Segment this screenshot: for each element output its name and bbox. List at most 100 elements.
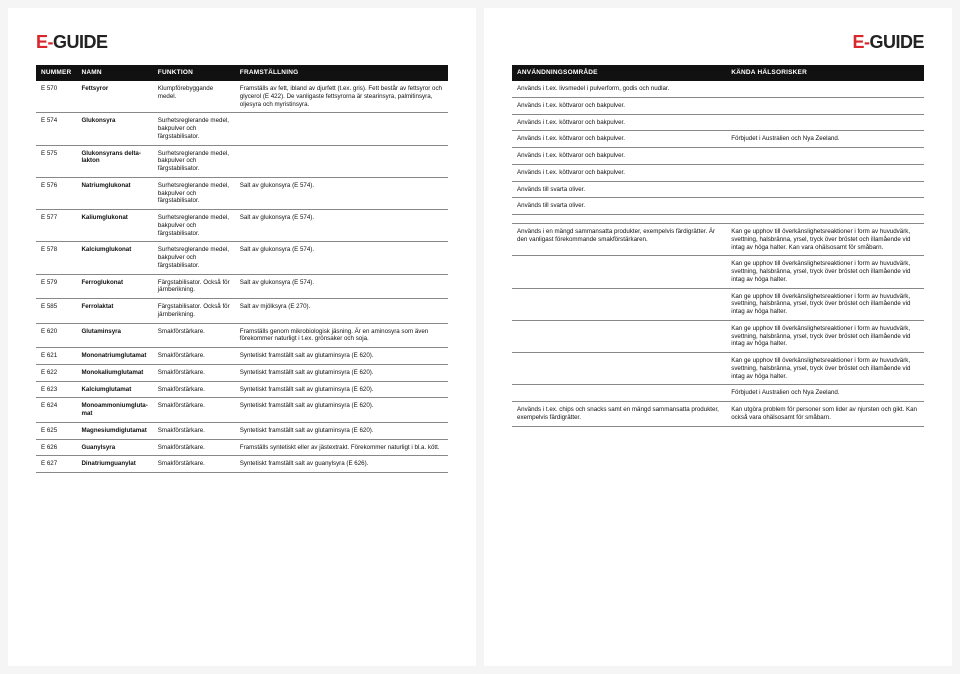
- cell-framstallning: Syntetiskt framställt salt av gluta­mins…: [235, 348, 448, 365]
- additives-table-left: NUMMER NAMN FUNKTION FRAMSTÄLLNING E 570…: [36, 65, 448, 473]
- table-row: E 577KaliumglukonatSurhetsreglerande med…: [36, 210, 448, 242]
- cell-framstallning: Framställs genom mikrobiologisk jäsning.…: [235, 323, 448, 348]
- table-row: E 620GlutaminsyraSmakförstärkare.Framstä…: [36, 323, 448, 348]
- cell-nummer: E 624: [36, 398, 76, 423]
- col-framstallning: FRAMSTÄLLNING: [235, 65, 448, 81]
- table-row: E 626GuanylsyraSmakförstärkare.Framställ…: [36, 439, 448, 456]
- cell-funktion: Färgstabilisator. Också för järnberiknin…: [153, 274, 235, 299]
- cell-halsorisker: Kan ge upphov till överkänslighetsreakti…: [726, 288, 924, 320]
- cell-anvandning: Används i t.ex. chips och snacks samt en…: [512, 402, 726, 427]
- table-row: Används i t.ex. köttvaror och bakpulver.: [512, 114, 924, 131]
- cell-framstallning: [235, 113, 448, 145]
- cell-framstallning: Framställs av fett, ibland av djurfett (…: [235, 81, 448, 113]
- logo-guide: GUIDE: [53, 32, 108, 52]
- table-header-row: NUMMER NAMN FUNKTION FRAMSTÄLLNING: [36, 65, 448, 81]
- cell-nummer: E 620: [36, 323, 76, 348]
- cell-halsorisker: [726, 164, 924, 181]
- cell-framstallning: Syntetiskt framställt salt av guanylsyra…: [235, 456, 448, 473]
- cell-funktion: Färgstabilisator. Också för järnberiknin…: [153, 299, 235, 324]
- cell-nummer: E 577: [36, 210, 76, 242]
- cell-namn: Kalciumglukonat: [76, 242, 152, 274]
- table-row: E 621MononatriumglutamatSmakförstärkare.…: [36, 348, 448, 365]
- cell-framstallning: Framställs syntetiskt eller av jäst­extr…: [235, 439, 448, 456]
- cell-framstallning: Salt av glukonsyra (E 574).: [235, 242, 448, 274]
- cell-anvandning: Används i t.ex. köttvaror och bakpulver.: [512, 114, 726, 131]
- cell-nummer: E 585: [36, 299, 76, 324]
- cell-nummer: E 575: [36, 145, 76, 177]
- page-right: E-GUIDE ANVÄNDNINGSOMRÅDE KÄNDA HÄLSORIS…: [484, 8, 952, 666]
- cell-funktion: Smakförstärkare.: [153, 422, 235, 439]
- cell-anvandning: Används till svarta oliver.: [512, 181, 726, 198]
- cell-funktion: Surhetsreglerande medel, bakpulver och f…: [153, 177, 235, 209]
- cell-framstallning: Syntetiskt framställt salt av gluta­mins…: [235, 364, 448, 381]
- cell-funktion: Smakförstärkare.: [153, 398, 235, 423]
- cell-halsorisker: Kan ge upphov till överkänslighetsreakti…: [726, 256, 924, 288]
- cell-anvandning: [512, 385, 726, 402]
- table-row: E 627DinatriumguanylatSmakförstärkare.Sy…: [36, 456, 448, 473]
- brand-logo: E-GUIDE: [512, 32, 924, 53]
- cell-nummer: E 574: [36, 113, 76, 145]
- cell-anvandning: Används i t.ex. köttvaror och bakpulver.: [512, 131, 726, 148]
- cell-funktion: Surhetsreglerande medel, bakpulver och f…: [153, 145, 235, 177]
- table-row: Kan ge upphov till överkänslighetsreakti…: [512, 256, 924, 288]
- cell-nummer: E 579: [36, 274, 76, 299]
- cell-halsorisker: [726, 148, 924, 165]
- cell-halsorisker: Förbjudet i Australien och Nya Zeeland.: [726, 131, 924, 148]
- logo-e: E: [852, 32, 864, 52]
- cell-halsorisker: Kan utgöra problem för personer som lide…: [726, 402, 924, 427]
- cell-namn: Monoammoniumgluta­mat: [76, 398, 152, 423]
- cell-funktion: Smakförstärkare.: [153, 456, 235, 473]
- cell-nummer: E 626: [36, 439, 76, 456]
- cell-framstallning: [235, 145, 448, 177]
- table-row: Kan ge upphov till överkänslighetsreakti…: [512, 320, 924, 352]
- table-row: Används till svarta oliver.: [512, 198, 924, 215]
- cell-namn: Mononatriumglutamat: [76, 348, 152, 365]
- table-row: Kan ge upphov till överkänslighetsreakti…: [512, 353, 924, 385]
- table-row: E 625MagnesiumdiglutamatSmakförstärkare.…: [36, 422, 448, 439]
- cell-nummer: E 627: [36, 456, 76, 473]
- cell-halsorisker: [726, 198, 924, 215]
- cell-namn: Dinatriumguanylat: [76, 456, 152, 473]
- cell-framstallning: Syntetiskt framställt salt av gluta­mins…: [235, 422, 448, 439]
- table-row: Används i t.ex. köttvaror och bakpulver.: [512, 148, 924, 165]
- cell-halsorisker: [726, 81, 924, 97]
- cell-anvandning: Används i en mängd sammansatta pro­dukte…: [512, 224, 726, 256]
- cell-funktion: Smakförstärkare.: [153, 364, 235, 381]
- cell-halsorisker: [726, 114, 924, 131]
- cell-namn: Natriumglukonat: [76, 177, 152, 209]
- cell-anvandning: Används till svarta oliver.: [512, 198, 726, 215]
- cell-halsorisker: [726, 181, 924, 198]
- table-row: Används i t.ex. livsmedel i pulverform, …: [512, 81, 924, 97]
- cell-nummer: E 621: [36, 348, 76, 365]
- cell-namn: Monokaliumglutamat: [76, 364, 152, 381]
- cell-framstallning: Salt av mjölksyra (E 270).: [235, 299, 448, 324]
- cell-nummer: E 570: [36, 81, 76, 113]
- page-left: E-GUIDE NUMMER NAMN FUNKTION FRAMSTÄLLNI…: [8, 8, 476, 666]
- cell-framstallning: Salt av glukonsyra (E 574).: [235, 210, 448, 242]
- col-anvandning: ANVÄNDNINGSOMRÅDE: [512, 65, 726, 81]
- cell-anvandning: Används i t.ex. livsmedel i pulverform, …: [512, 81, 726, 97]
- col-nummer: NUMMER: [36, 65, 76, 81]
- cell-framstallning: Salt av glukonsyra (E 574).: [235, 274, 448, 299]
- table-row: E 623KalciumglutamatSmakförstärkare.Synt…: [36, 381, 448, 398]
- cell-nummer: E 576: [36, 177, 76, 209]
- cell-framstallning: Syntetiskt framställt salt av gluta­mins…: [235, 398, 448, 423]
- cell-halsorisker: Kan ge upphov till överkänslighetsreakti…: [726, 224, 924, 256]
- cell-anvandning: Används i t.ex. köttvaror och bakpulver.: [512, 97, 726, 114]
- cell-anvandning: Används i t.ex. köttvaror och bakpulver.: [512, 164, 726, 181]
- additives-table-right: ANVÄNDNINGSOMRÅDE KÄNDA HÄLSORISKER Anvä…: [512, 65, 924, 427]
- cell-funktion: Surhetsreglerande medel, bakpulver och f…: [153, 242, 235, 274]
- table-row: E 578KalciumglukonatSurhetsreglerande me…: [36, 242, 448, 274]
- cell-namn: Fettsyror: [76, 81, 152, 113]
- cell-namn: Magnesiumdiglutamat: [76, 422, 152, 439]
- table-row: E 624Monoammoniumgluta­matSmakförstärkar…: [36, 398, 448, 423]
- cell-namn: Kaliumglukonat: [76, 210, 152, 242]
- cell-namn: Glutaminsyra: [76, 323, 152, 348]
- cell-anvandning: [512, 215, 726, 224]
- table-row: E 622MonokaliumglutamatSmakförstärkare.S…: [36, 364, 448, 381]
- logo-guide: GUIDE: [869, 32, 924, 52]
- table-row: E 579FerroglukonatFärgstabilisator. Ocks…: [36, 274, 448, 299]
- cell-anvandning: [512, 288, 726, 320]
- cell-namn: Kalciumglutamat: [76, 381, 152, 398]
- cell-namn: Guanylsyra: [76, 439, 152, 456]
